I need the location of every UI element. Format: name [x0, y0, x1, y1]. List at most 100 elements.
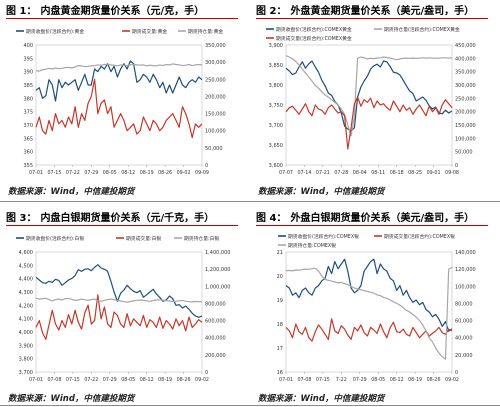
series-line — [35, 63, 203, 72]
x-tick-label: 07-15 — [66, 377, 80, 383]
legend-label: 期货收盘价(活跃合约):COMEX黄金 — [276, 26, 352, 33]
y-left-tick-label: 395 — [23, 56, 33, 62]
source-note: 数据来源：Wind，中信建投期货 — [258, 187, 385, 197]
y-left-tick-label: 4,600 — [19, 250, 33, 256]
y-left-tick-label: 4,100 — [19, 317, 33, 323]
y-right-tick-label: 100,000 — [205, 129, 226, 135]
y-right-tick-label: 120,000 — [455, 267, 476, 273]
divider — [0, 405, 500, 406]
y-left-tick-label: 375 — [23, 110, 33, 116]
y-left-tick-label: 370 — [23, 123, 33, 129]
legend-label: 期货成交量:白银 — [126, 235, 161, 242]
x-tick-label: 08-26 — [427, 377, 441, 383]
x-tick-label: 08-26 — [177, 377, 191, 383]
y-right-tick-label: 300,000 — [455, 83, 476, 89]
x-tick-label: 08-18 — [390, 170, 404, 176]
y-right-tick-label: 350,000 — [455, 70, 476, 76]
y-left-tick-label: 20 — [277, 274, 283, 280]
y-left-tick-label: 16 — [277, 370, 283, 376]
legend-label: 期货成交量(活跃合约):COMEX银 — [384, 233, 455, 240]
y-right-tick-label: 100,000 — [455, 284, 476, 290]
y-left-tick-label: 3,800 — [269, 83, 283, 89]
figure-title-row: 图 2： 外盘黄金期货量价关系（美元/盎司，手） — [256, 1, 488, 19]
y-left-tick-label: 3,650 — [269, 143, 283, 149]
y-right-tick-label: 60,000 — [455, 319, 473, 325]
figure-title: 外盘白银期货量价关系（美元/盎司，手） — [290, 213, 475, 224]
x-tick-label: 08-12 — [390, 377, 404, 383]
y-left-tick-label: 355 — [23, 163, 33, 169]
y-right-tick-label: 1,000,000 — [205, 284, 230, 290]
figure-title: 内盘白银期货量价关系（元/千克，手） — [40, 213, 215, 224]
y-left-tick-label: 3,600 — [269, 163, 283, 169]
y-left-tick-label: 380 — [23, 96, 33, 102]
y-left-tick-label: 4,300 — [19, 290, 33, 296]
series-line — [35, 294, 203, 341]
x-tick-label: 07-08 — [47, 377, 61, 383]
figure-label: 图 4： — [256, 213, 287, 224]
x-tick-label: 08-05 — [121, 377, 135, 383]
series-line — [285, 258, 453, 332]
y-right-tick-label: 350,000 — [205, 43, 226, 49]
plot-area — [285, 44, 453, 166]
x-tick-label: 07-22 — [84, 377, 98, 383]
legend-label: 期货成交量:黄金 — [132, 28, 167, 35]
y-right-tick-label: 100,000 — [455, 136, 476, 142]
source-note: 数据来源：Wind，中信建投期货 — [258, 394, 385, 404]
y-left-tick-label: 365 — [23, 136, 33, 142]
x-tick-label: 7-22 — [336, 377, 347, 383]
y-right-tick-label: 40,000 — [455, 336, 473, 342]
chart-2: 3,900 3,850 3,800 3,750 3,700 3,650 3,600 450,0… — [266, 26, 476, 176]
y-right-tick-label: 1,400,000 — [205, 250, 230, 256]
y-left-tick-label: 4,200 — [19, 303, 33, 309]
y-left-tick-label: 18 — [277, 322, 283, 328]
chart-1: 400 395 390 385 380 375 370 365 360 355 350,000 300… — [16, 28, 226, 176]
x-tick-label: 09-09 — [195, 170, 209, 176]
y-left-tick-label: 3,900 — [269, 43, 283, 49]
x-tick-label: 07-21 — [316, 170, 330, 176]
y-left-tick-label: 390 — [23, 70, 33, 76]
figure-2: 图 2： 外盘黄金期货量价关系（美元/盎司，手） 3,900 3,850 3,800… — [256, 1, 488, 183]
chart-4: 21 20 19 18 17 16 140,000 120,000 100,000 80,000 6… — [277, 233, 476, 383]
legend-label: 期货收盘价(活跃合约):COMEX银 — [288, 233, 359, 240]
y-left-tick-label: 19 — [277, 298, 283, 304]
y-right-tick-label: 0 — [205, 370, 208, 376]
y-right-tick-label: 200,000 — [455, 110, 476, 116]
y-right-tick-label: 200,000 — [205, 353, 226, 359]
series-line — [285, 318, 453, 342]
divider — [0, 201, 500, 202]
y-left-tick-label: 400 — [23, 43, 33, 49]
series-line — [35, 297, 203, 303]
x-tick-label: 09-02 — [177, 170, 191, 176]
y-right-tick-label: 200,000 — [205, 94, 226, 100]
figure-title-row: 图 3： 内盘白银期货量价关系（元/千克，手） — [6, 208, 238, 226]
y-left-tick-label: 3,750 — [269, 103, 283, 109]
figure-1: 图 1： 内盘黄金期货量价关系（元/克，手） 400 395 390 385 380 37… — [6, 1, 238, 183]
y-right-tick-label: 140,000 — [455, 250, 476, 256]
x-tick-label: 08-19 — [140, 170, 154, 176]
y-right-tick-label: 250,000 — [455, 96, 476, 102]
x-tick-label: 07-29 — [103, 377, 117, 383]
plot-area — [285, 251, 453, 373]
legend-label: 期货成交量(活跃合约):COMEX黄金 — [276, 35, 352, 42]
y-right-tick-label: 1,200,000 — [205, 267, 230, 273]
x-tick-label: 08-26 — [158, 170, 172, 176]
y-left-tick-label: 360 — [23, 150, 33, 156]
figure-4: 图 4： 外盘白银期货量价关系（美元/盎司，手） 21 20 19 18 17 16 140… — [256, 208, 488, 390]
x-tick-label: 07-29 — [84, 170, 98, 176]
x-tick-label: 07-29 — [353, 377, 367, 383]
x-tick-label: 07-14 — [297, 170, 311, 176]
x-tick-label: 09-01 — [427, 170, 441, 176]
source-note: 数据来源：Wind，中信建投期货 — [8, 187, 135, 197]
x-tick-label: 07-15 — [47, 170, 61, 176]
x-tick-label: 08-05 — [103, 170, 117, 176]
y-right-tick-label: 0 — [455, 370, 458, 376]
y-right-tick-label: 150,000 — [205, 112, 226, 118]
legend-label: 期货收盘价(活跃合约):黄金 — [26, 28, 84, 35]
y-right-tick-label: 250,000 — [205, 77, 226, 83]
figure-label: 图 2： — [256, 6, 287, 17]
series-line — [35, 60, 203, 102]
chart-3: 4,600 4,500 4,400 4,300 4,200 4,100 4,000 3,900… — [16, 235, 230, 383]
series-line — [35, 78, 203, 139]
x-tick-label: 07-01 — [279, 377, 293, 383]
y-left-tick-label: 3,850 — [269, 63, 283, 69]
